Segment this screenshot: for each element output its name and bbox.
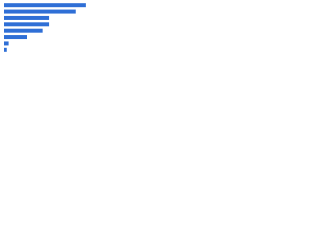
bar [4, 47, 7, 52]
bar [4, 35, 27, 40]
chart [4, 3, 86, 52]
bar [4, 9, 76, 14]
bar [4, 15, 50, 20]
bar [4, 28, 43, 33]
bar [4, 22, 50, 27]
bar [4, 41, 9, 46]
bar [4, 3, 86, 8]
